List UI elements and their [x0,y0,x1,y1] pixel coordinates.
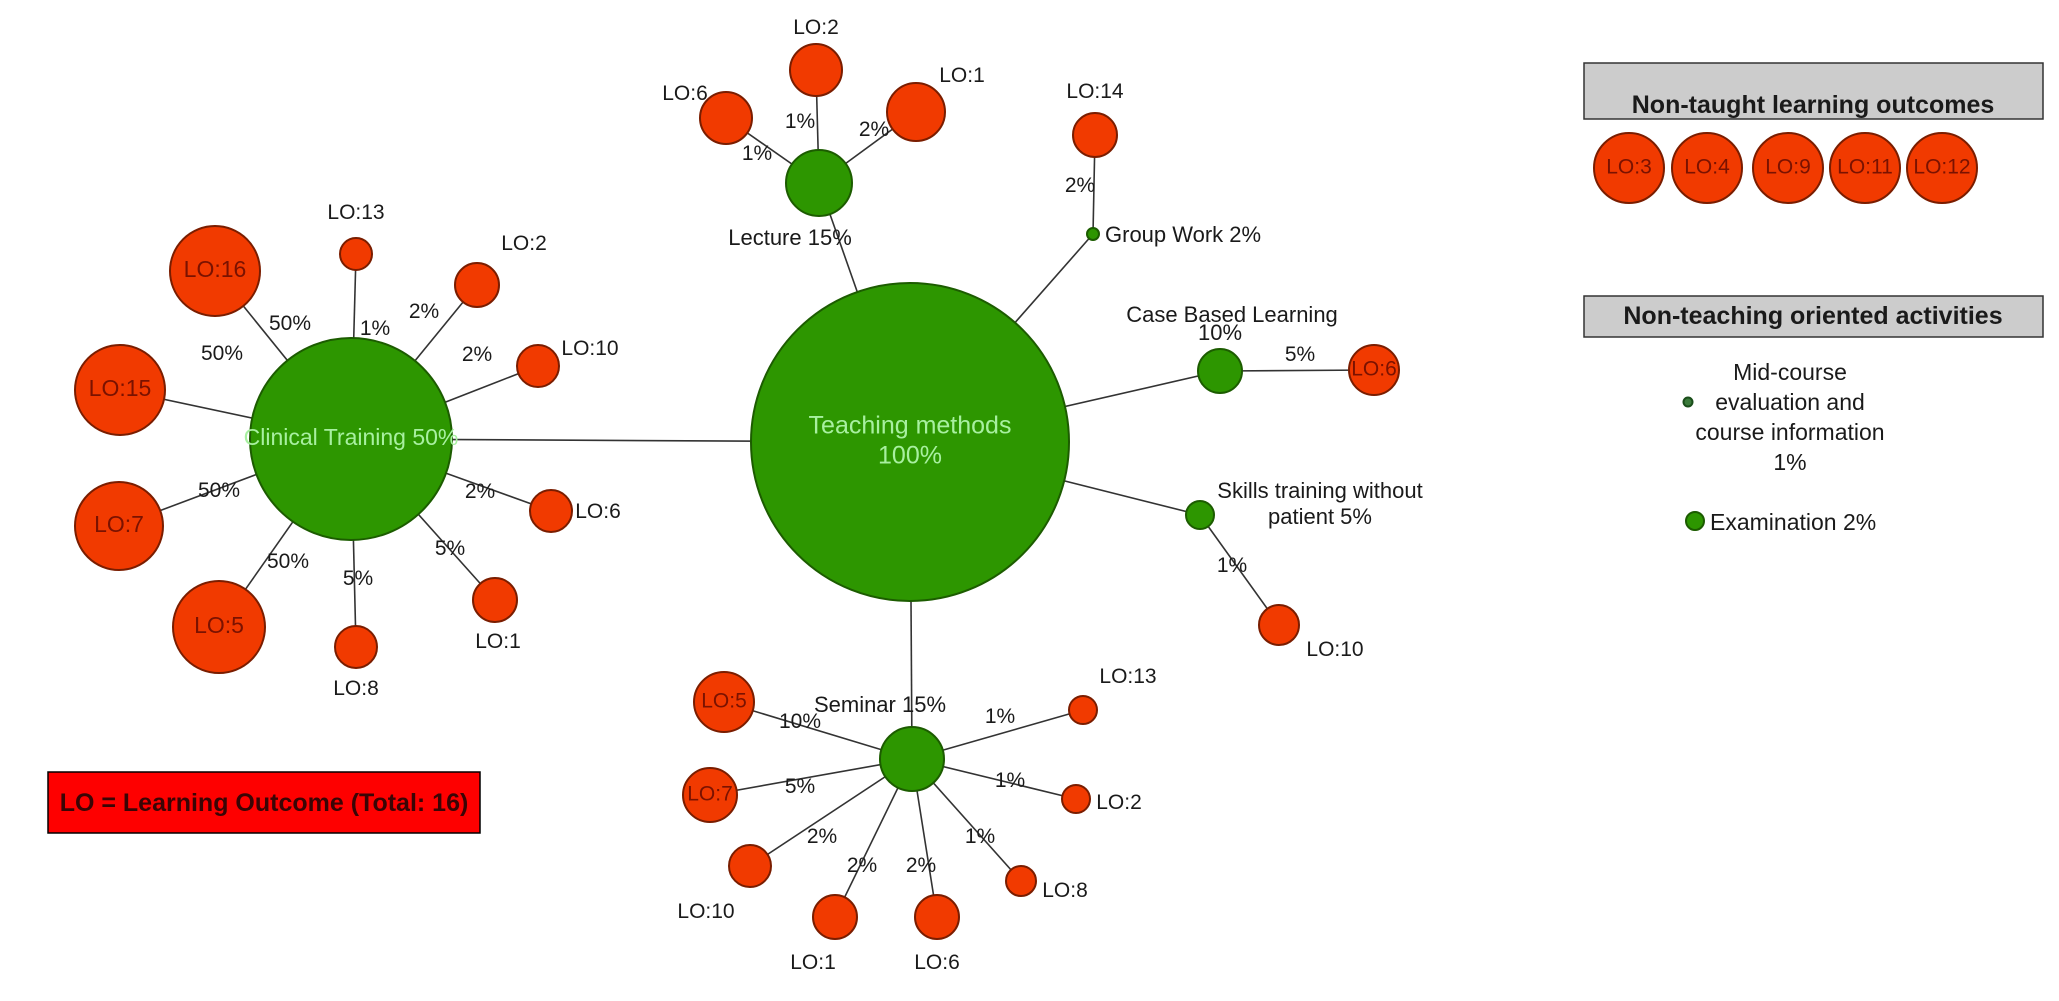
svg-text:1%: 1% [965,825,995,848]
svg-text:LO:7: LO:7 [94,511,144,537]
svg-text:Group Work 2%: Group Work 2% [1105,222,1261,247]
svg-text:LO:4: LO:4 [1684,156,1730,179]
svg-text:2%: 2% [409,300,439,323]
svg-text:LO:11: LO:11 [1837,156,1893,179]
svg-text:2%: 2% [859,118,889,141]
svg-text:50%: 50% [201,342,243,365]
svg-text:LO:8: LO:8 [333,677,379,700]
svg-text:10%: 10% [1198,320,1242,345]
svg-text:1%: 1% [742,142,772,165]
svg-text:LO:2: LO:2 [501,232,547,255]
svg-text:50%: 50% [269,312,311,335]
svg-text:LO:5: LO:5 [194,612,244,638]
svg-text:LO:10: LO:10 [1306,638,1363,661]
svg-text:1%: 1% [360,317,390,340]
svg-text:patient 5%: patient 5% [1268,504,1372,529]
svg-text:LO:5: LO:5 [701,690,747,713]
svg-text:LO:2: LO:2 [1096,791,1142,814]
svg-text:course information: course information [1695,419,1884,445]
svg-text:100%: 100% [878,442,942,470]
svg-text:2%: 2% [847,854,877,877]
svg-text:5%: 5% [343,567,373,590]
svg-text:1%: 1% [1773,449,1806,475]
svg-text:LO:15: LO:15 [89,375,152,401]
svg-text:1%: 1% [985,705,1015,728]
svg-text:LO:6: LO:6 [914,951,960,974]
svg-text:LO:2: LO:2 [793,16,839,39]
svg-text:LO:16: LO:16 [184,256,247,282]
svg-text:Teaching methods: Teaching methods [809,412,1012,440]
svg-text:LO:8: LO:8 [1042,879,1088,902]
svg-text:2%: 2% [807,825,837,848]
svg-text:1%: 1% [1217,554,1247,577]
svg-text:Non-teaching oriented activiti: Non-teaching oriented activities [1623,302,2002,330]
svg-text:Mid-course: Mid-course [1733,359,1847,385]
svg-text:Clinical Training 50%: Clinical Training 50% [244,424,459,450]
svg-text:Examination 2%: Examination 2% [1710,509,1876,535]
svg-text:LO:7: LO:7 [687,783,733,806]
svg-text:LO:1: LO:1 [790,951,836,974]
svg-text:LO:9: LO:9 [1765,156,1811,179]
svg-text:LO:6: LO:6 [662,82,708,105]
svg-text:LO:6: LO:6 [575,500,621,523]
svg-text:LO:13: LO:13 [327,201,384,224]
svg-text:5%: 5% [1285,343,1315,366]
svg-text:LO:1: LO:1 [939,64,985,87]
svg-text:LO:10: LO:10 [561,337,618,360]
svg-text:LO:14: LO:14 [1066,80,1124,103]
svg-text:2%: 2% [906,854,936,877]
svg-text:2%: 2% [465,480,495,503]
svg-text:LO:13: LO:13 [1099,665,1156,688]
svg-text:50%: 50% [198,479,240,502]
svg-text:evaluation and: evaluation and [1715,389,1865,415]
svg-text:LO:1: LO:1 [475,630,521,653]
svg-text:2%: 2% [462,343,492,366]
svg-text:LO = Learning Outcome (Total:: LO = Learning Outcome (Total: 16) [60,789,469,817]
svg-text:2%: 2% [1065,174,1095,197]
svg-text:1%: 1% [995,769,1025,792]
svg-text:LO:12: LO:12 [1913,156,1970,179]
svg-text:5%: 5% [785,775,815,798]
svg-text:5%: 5% [435,537,465,560]
svg-text:LO:10: LO:10 [677,900,734,923]
svg-text:Seminar 15%: Seminar 15% [814,692,946,717]
svg-text:Skills training without: Skills training without [1217,478,1422,503]
svg-text:Non-taught learning outcomes: Non-taught learning outcomes [1632,91,1995,119]
svg-text:LO:3: LO:3 [1606,156,1652,179]
svg-text:Lecture 15%: Lecture 15% [728,225,852,250]
svg-text:50%: 50% [267,550,309,573]
svg-text:LO:6: LO:6 [1351,358,1397,381]
svg-text:1%: 1% [785,110,815,133]
